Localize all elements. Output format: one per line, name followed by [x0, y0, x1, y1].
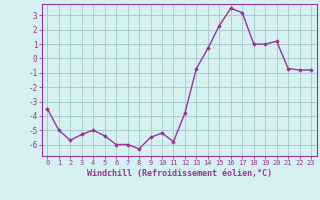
X-axis label: Windchill (Refroidissement éolien,°C): Windchill (Refroidissement éolien,°C) — [87, 169, 272, 178]
